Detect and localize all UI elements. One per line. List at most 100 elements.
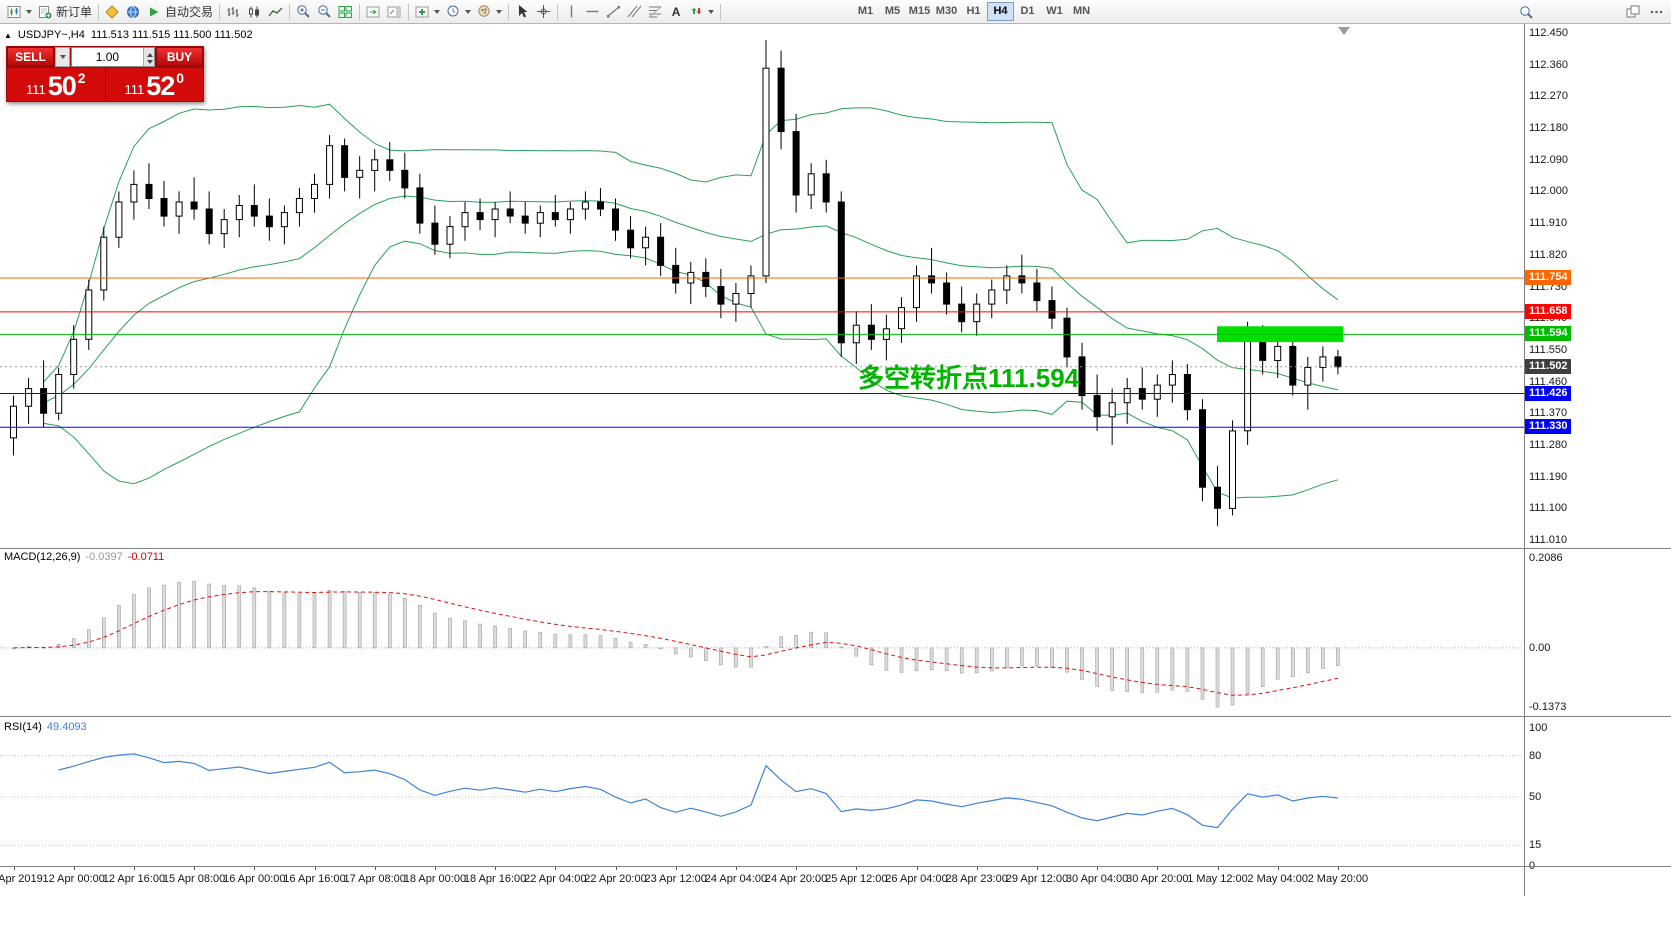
indicators-button[interactable] <box>412 2 443 22</box>
bar-chart-button[interactable] <box>223 2 244 22</box>
timeframe-m30-button[interactable]: M30 <box>935 5 958 17</box>
line-chart-button[interactable] <box>265 2 286 22</box>
periods-button[interactable] <box>443 2 474 22</box>
macd-scale-label: 0.00 <box>1529 641 1551 654</box>
new-order-button[interactable]: 新订单 <box>35 2 95 22</box>
time-axis-tick <box>194 866 196 870</box>
horizontal-line-tool-button[interactable] <box>582 2 603 22</box>
timeframe-d1-button[interactable]: D1 <box>1020 5 1035 17</box>
time-label: 18 Apr 00:00 <box>403 873 467 885</box>
price-chart-canvas[interactable] <box>0 0 1524 896</box>
time-label: 26 Apr 04:00 <box>885 873 948 885</box>
time-label: 12 Apr 16:00 <box>102 873 166 885</box>
price-axis-label: 112.360 <box>1529 58 1568 71</box>
rsi-name: RSI(14) <box>4 721 42 733</box>
timeframe-toolbar: M1 M5 M15 M30 H1 H4 D1 W1 MN <box>852 2 1095 21</box>
sell-price-main: 50 <box>47 71 77 101</box>
macd-signal-value: -0.0711 <box>127 551 165 563</box>
crosshair-button[interactable] <box>533 2 554 22</box>
timeframe-m15-button[interactable]: M15 <box>908 5 931 17</box>
symbol-name: USDJPY~,H4 <box>17 29 85 41</box>
chart-shift-button[interactable] <box>384 2 405 22</box>
time-label: 12 Apr 00:00 <box>42 873 105 885</box>
fibonacci-icon <box>648 6 662 18</box>
sell-button[interactable]: SELL <box>7 47 54 67</box>
dropdown-caret-icon <box>496 9 503 14</box>
price-axis-label: 112.270 <box>1529 90 1568 103</box>
price-tag: 111.502 <box>1525 358 1571 374</box>
price-tag: 111.594 <box>1525 326 1571 342</box>
one-click-trading-panel: SELL BUY 111 50 2 111 52 0 <box>6 46 204 102</box>
cursor-button[interactable] <box>512 2 533 22</box>
timeframe-m5-button[interactable]: M5 <box>884 5 901 17</box>
market-button[interactable] <box>123 2 144 22</box>
price-axis[interactable]: 112.450 112.360 112.270 112.180 112.090 112.0… <box>1524 24 1671 896</box>
rsi-panel-splitter[interactable] <box>0 716 1671 717</box>
zoom-out-button[interactable] <box>314 2 335 22</box>
buy-button[interactable]: BUY <box>156 47 203 67</box>
time-axis-tick <box>1337 866 1339 870</box>
time-axis-tick <box>675 866 677 870</box>
volume-input[interactable] <box>72 48 143 66</box>
price-tag: 111.330 <box>1525 419 1571 435</box>
timeframe-w1-button[interactable]: W1 <box>1046 5 1063 17</box>
time-axis-tick <box>796 866 798 870</box>
macd-signal-line <box>13 591 1339 696</box>
toolbar-options-button[interactable] <box>1646 2 1667 22</box>
price-axis-label: 111.370 <box>1529 407 1568 420</box>
timeframe-h4-button[interactable]: H4 <box>987 2 1014 21</box>
rsi-line <box>58 753 1338 829</box>
buy-price-display[interactable]: 111 52 0 <box>105 68 203 101</box>
time-axis-tick <box>976 866 978 870</box>
macd-scale-label: 0.2086 <box>1529 552 1563 564</box>
timeframe-h1-button[interactable]: H1 <box>966 5 981 17</box>
time-label: 28 Apr 23:00 <box>945 873 1008 885</box>
zoom-in-button[interactable] <box>293 2 314 22</box>
chart-annotation-text[interactable]: 多空转折点111.594 <box>858 363 1080 393</box>
macd-panel-splitter[interactable] <box>0 548 1671 549</box>
volume-decrease-button[interactable] <box>143 57 154 66</box>
time-axis-tick <box>1217 866 1219 870</box>
templates-button[interactable] <box>474 2 505 22</box>
chart-symbol-header: ▲ USDJPY~,H4 111.513 111.515 111.500 111… <box>4 29 253 41</box>
time-label: 18 Apr 16:00 <box>463 873 527 885</box>
sell-price-display[interactable]: 111 50 2 <box>7 68 106 101</box>
macd-layer <box>0 581 1524 708</box>
dropdown-caret-icon <box>465 9 472 14</box>
auto-scroll-icon <box>366 6 380 17</box>
vertical-line-tool-button[interactable] <box>561 2 582 22</box>
price-tag: 111.658 <box>1525 303 1571 319</box>
price-axis-label: 111.550 <box>1529 343 1568 356</box>
new-chart-button[interactable] <box>4 2 35 22</box>
time-axis-tick <box>314 866 316 870</box>
search-button[interactable] <box>1516 2 1537 22</box>
toolbar-right-group <box>1623 2 1667 22</box>
metaeditor-button[interactable] <box>102 2 123 22</box>
candlestick-chart-button[interactable] <box>244 2 265 22</box>
arrows-tool-button[interactable] <box>686 2 717 22</box>
trendline-tool-button[interactable] <box>603 2 624 22</box>
time-label: 22 Apr 20:00 <box>584 873 647 885</box>
time-label: 24 Apr 20:00 <box>764 873 828 885</box>
text-tool-icon: A <box>671 4 681 19</box>
auto-scroll-button[interactable] <box>363 2 384 22</box>
fibonacci-tool-button[interactable] <box>645 2 666 22</box>
time-label: 15 Apr 08:00 <box>162 873 226 885</box>
window-layout-button[interactable] <box>1623 2 1644 22</box>
new-order-label: 新订单 <box>56 5 93 19</box>
arrows-icon <box>691 7 702 15</box>
timeframe-mn-button[interactable]: MN <box>1072 5 1091 17</box>
text-tool-button[interactable]: A <box>666 2 686 22</box>
time-axis-tick <box>254 866 256 870</box>
autotrading-button[interactable]: 自动交易 <box>144 2 216 22</box>
chart-shift-marker[interactable] <box>1338 27 1350 35</box>
volume-dropdown-button[interactable] <box>55 47 70 67</box>
volume-increase-button[interactable] <box>143 48 154 57</box>
tile-windows-button[interactable] <box>335 2 356 22</box>
buy-price-main: 52 <box>146 71 175 101</box>
channel-tool-button[interactable] <box>624 2 645 22</box>
timeframe-m1-button[interactable]: M1 <box>857 5 874 17</box>
toolbar-separator <box>289 3 291 20</box>
macd-indicator-label: MACD(12,26,9) -0.0397 -0.0711 <box>4 551 164 563</box>
